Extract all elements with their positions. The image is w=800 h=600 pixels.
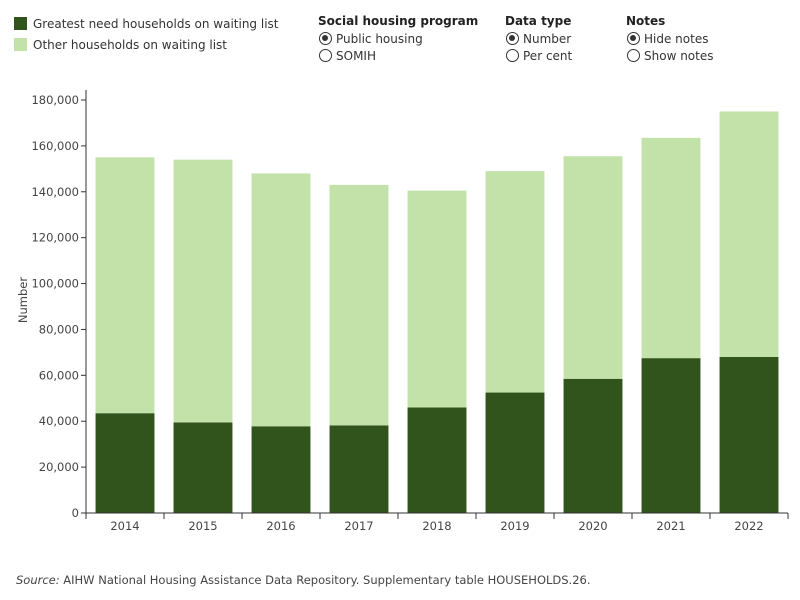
program-control: Social housing program Public housing SO…: [318, 13, 478, 64]
y-tick-label: 160,000: [31, 139, 79, 153]
y-axis: 0 20,000 40,000 60,000 80,000 100,000 120,000 1…: [31, 90, 87, 520]
x-tick-label: 2017: [344, 519, 373, 533]
source-note: Source: AIHW National Housing Assistance…: [16, 573, 591, 587]
x-tick-label: 2015: [188, 519, 217, 533]
x-tick-label: 2014: [110, 519, 139, 533]
bars: [95, 111, 779, 513]
data-type-control: Data type Number Per cent: [505, 13, 572, 64]
radio-public-housing[interactable]: Public housing: [318, 30, 478, 47]
radio-number[interactable]: Number: [505, 30, 572, 47]
notes-title: Notes: [626, 14, 666, 28]
bar-greatest-need: [95, 413, 155, 513]
bar-other: [485, 171, 545, 393]
bar-other: [95, 157, 155, 414]
bar-other: [563, 156, 623, 379]
legend-swatch-greatest-need: [14, 17, 27, 30]
bar-greatest-need: [329, 425, 389, 513]
bar-greatest-need: [407, 407, 467, 513]
radio-label: Show notes: [644, 48, 714, 63]
radio-label: Per cent: [523, 48, 573, 63]
source-label: Source:: [16, 573, 60, 587]
legend: Greatest need households on waiting list…: [14, 13, 278, 55]
y-tick-label: 120,000: [31, 231, 79, 245]
radio-label: Hide notes: [644, 31, 709, 46]
bar-greatest-need: [641, 358, 701, 513]
source-text: AIHW National Housing Assistance Data Re…: [59, 573, 591, 587]
y-tick-label: 40,000: [39, 414, 79, 428]
notes-control: Notes Hide notes Show notes: [626, 13, 713, 64]
x-tick-label: 2020: [578, 519, 607, 533]
radio-hide-notes[interactable]: Hide notes: [626, 30, 713, 47]
legend-label-other: Other households on waiting list: [33, 37, 228, 52]
legend-item-greatest-need[interactable]: Greatest need households on waiting list: [14, 13, 278, 34]
x-tick-label: 2019: [500, 519, 529, 533]
data-type-title: Data type: [505, 14, 572, 28]
bar-greatest-need: [563, 378, 623, 513]
x-tick-label: 2021: [656, 519, 685, 533]
bar-greatest-need: [719, 356, 779, 513]
radio-icon[interactable]: [506, 49, 519, 62]
y-tick-label: 0: [72, 506, 79, 520]
bar-other: [251, 173, 311, 427]
bar-other: [407, 190, 467, 408]
y-tick-label: 60,000: [39, 368, 79, 382]
radio-show-notes[interactable]: Show notes: [626, 47, 713, 64]
x-axis: 2014 2015 2016 2017 2018 2019 2020 2021 2022: [85, 512, 789, 533]
y-tick-label: 180,000: [31, 93, 79, 107]
bar-other: [719, 111, 779, 357]
legend-swatch-other: [14, 38, 27, 51]
program-title: Social housing program: [318, 14, 479, 28]
bar-greatest-need: [251, 426, 311, 513]
bar-greatest-need: [173, 422, 233, 513]
radio-label: Public housing: [336, 31, 423, 46]
legend-label-greatest-need: Greatest need households on waiting list: [33, 16, 279, 31]
bar-greatest-need: [485, 392, 545, 513]
x-tick-label: 2018: [422, 519, 451, 533]
bar-other: [329, 184, 389, 426]
radio-label: Number: [523, 31, 572, 46]
radio-icon[interactable]: [319, 49, 332, 62]
bar-other: [173, 159, 233, 423]
x-tick-label: 2022: [734, 519, 763, 533]
y-tick-label: 80,000: [39, 322, 79, 336]
radio-somih[interactable]: SOMIH: [318, 47, 478, 64]
bar-other: [641, 137, 701, 359]
radio-icon[interactable]: [627, 32, 640, 45]
y-tick-label: 140,000: [31, 185, 79, 199]
radio-per-cent[interactable]: Per cent: [505, 47, 572, 64]
y-tick-label: 20,000: [39, 460, 79, 474]
x-tick-label: 2016: [266, 519, 295, 533]
radio-icon[interactable]: [506, 32, 519, 45]
radio-icon[interactable]: [319, 32, 332, 45]
y-tick-label: 100,000: [31, 277, 79, 291]
legend-item-other[interactable]: Other households on waiting list: [14, 34, 278, 55]
y-axis-label: Number: [16, 277, 30, 323]
radio-label: SOMIH: [336, 48, 376, 63]
radio-icon[interactable]: [627, 49, 640, 62]
